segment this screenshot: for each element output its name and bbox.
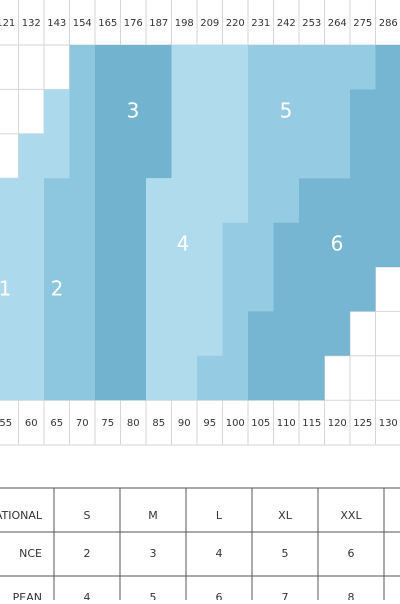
height-label: 253 — [302, 18, 321, 29]
height-label: 231 — [251, 18, 270, 29]
regions — [0, 45, 400, 401]
table-cell: XXL — [340, 509, 362, 522]
table-cell: 4 — [84, 591, 91, 600]
table-cell: 3 — [150, 547, 157, 560]
size-table: ATIONAL S M L XL XXL NCE 2 3 4 5 6 PEAN 4 5 6 7 8 — [0, 487, 400, 604]
size-region — [44, 45, 95, 401]
table-cell: 6 — [216, 591, 223, 600]
chest-label: 130 — [379, 418, 398, 429]
table-row-header: ATIONAL — [0, 509, 43, 522]
chest-label: 85 — [152, 418, 165, 429]
table-cell: 5 — [282, 547, 289, 560]
chest-label: 115 — [302, 418, 321, 429]
chest-label: 105 — [251, 418, 270, 429]
region-label: 4 — [177, 232, 190, 256]
height-label: 165 — [98, 18, 117, 29]
height-label: 176 — [124, 18, 143, 29]
table-cell: 7 — [282, 591, 289, 600]
size-region — [248, 45, 400, 401]
size-region — [0, 89, 70, 401]
chest-label: 110 — [277, 418, 296, 429]
height-label: 286 — [379, 18, 398, 29]
chest-label: 65 — [50, 418, 63, 429]
height-label: 242 — [277, 18, 296, 29]
height-label: 220 — [226, 18, 245, 29]
size-region — [95, 45, 172, 401]
region-label: 3 — [127, 99, 140, 123]
height-label: 121 — [0, 18, 15, 29]
chest-label: 60 — [25, 418, 38, 429]
table-cell: 4 — [216, 547, 223, 560]
region-label: 2 — [51, 277, 64, 301]
height-label: 198 — [175, 18, 194, 29]
table-cell: 2 — [84, 547, 91, 560]
table-cell: XL — [278, 509, 293, 522]
chest-label: 125 — [353, 418, 372, 429]
height-label: 143 — [47, 18, 66, 29]
height-label: 209 — [200, 18, 219, 29]
table-cell: S — [84, 509, 91, 522]
height-label: 132 — [22, 18, 41, 29]
table-cell: L — [216, 509, 223, 522]
region-label: 5 — [280, 99, 293, 123]
chest-label: 55 — [0, 418, 12, 429]
region-label: 6 — [331, 232, 344, 256]
table-row-header: NCE — [19, 547, 42, 560]
table-cell: M — [148, 509, 158, 522]
table-cell: 8 — [348, 591, 355, 600]
chest-label: 95 — [203, 418, 216, 429]
height-label: 154 — [73, 18, 92, 29]
height-label: 264 — [328, 18, 347, 29]
table-row-header: PEAN — [13, 591, 42, 600]
region-label: 1 — [0, 277, 11, 301]
chest-label: 80 — [127, 418, 140, 429]
labels: 1 2 3 4 5 6 121 132 143 154 165 176 187 198 209 220 231 2… — [0, 18, 398, 429]
chest-label: 90 — [178, 418, 191, 429]
height-label: 187 — [149, 18, 168, 29]
table-cell: 6 — [348, 547, 355, 560]
chest-label: 70 — [76, 418, 89, 429]
chest-label: 120 — [328, 418, 347, 429]
chest-label: 75 — [101, 418, 114, 429]
chest-label: 100 — [226, 418, 245, 429]
height-label: 275 — [353, 18, 372, 29]
table-cell: 5 — [150, 591, 157, 600]
